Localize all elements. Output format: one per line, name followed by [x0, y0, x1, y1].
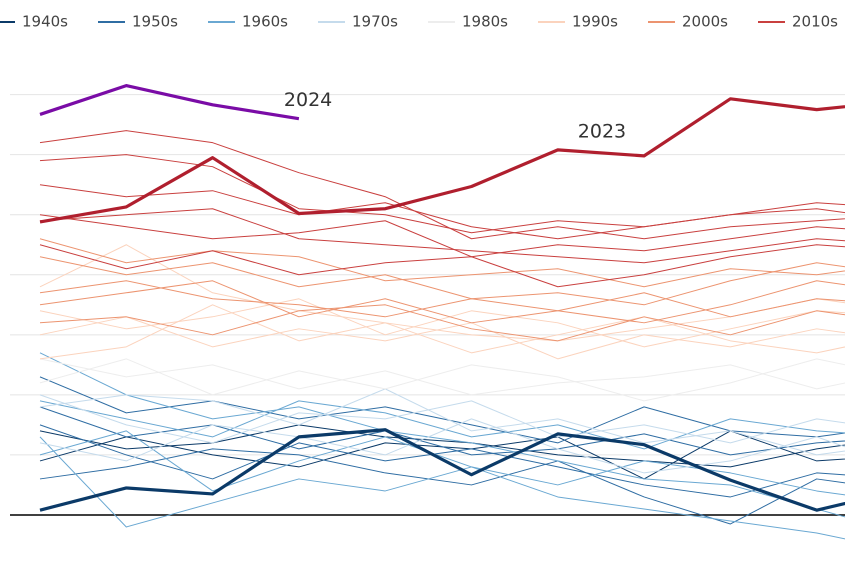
year-line	[39, 154, 845, 234]
legend-label: 1940s	[22, 13, 68, 31]
legend-label: 1990s	[572, 13, 618, 31]
legend-label: 1960s	[242, 13, 288, 31]
highlight-line	[39, 428, 845, 512]
year-line	[39, 244, 845, 288]
year-line	[39, 208, 845, 264]
year-line	[39, 406, 845, 456]
year-line	[39, 130, 845, 240]
year-line	[39, 280, 845, 324]
year-line	[39, 376, 845, 444]
year-line	[39, 400, 845, 450]
year-line	[39, 394, 845, 444]
highlight-label: 2024	[284, 89, 332, 111]
highlight-line	[39, 97, 845, 224]
year-line	[39, 256, 845, 306]
legend-label: 1950s	[132, 13, 178, 31]
year-line	[39, 304, 845, 342]
year-line	[39, 184, 845, 240]
year-line	[39, 358, 845, 402]
year-line	[39, 358, 845, 396]
year-line	[39, 436, 845, 540]
year-line	[39, 280, 845, 324]
legend-label: 2000s	[682, 13, 728, 31]
legend-label: 2010s	[792, 13, 838, 31]
year-line	[39, 214, 845, 258]
year-line	[39, 238, 845, 288]
legend-label: 1980s	[462, 13, 508, 31]
year-line	[39, 316, 845, 360]
highlight-line	[39, 84, 300, 121]
year-line	[39, 304, 845, 360]
year-line	[39, 430, 845, 496]
legend-label: 1970s	[352, 13, 398, 31]
year-line	[39, 352, 845, 518]
year-line	[39, 388, 845, 456]
highlight-label: 2023	[578, 120, 626, 142]
year-line	[39, 298, 845, 348]
year-line	[39, 448, 845, 525]
